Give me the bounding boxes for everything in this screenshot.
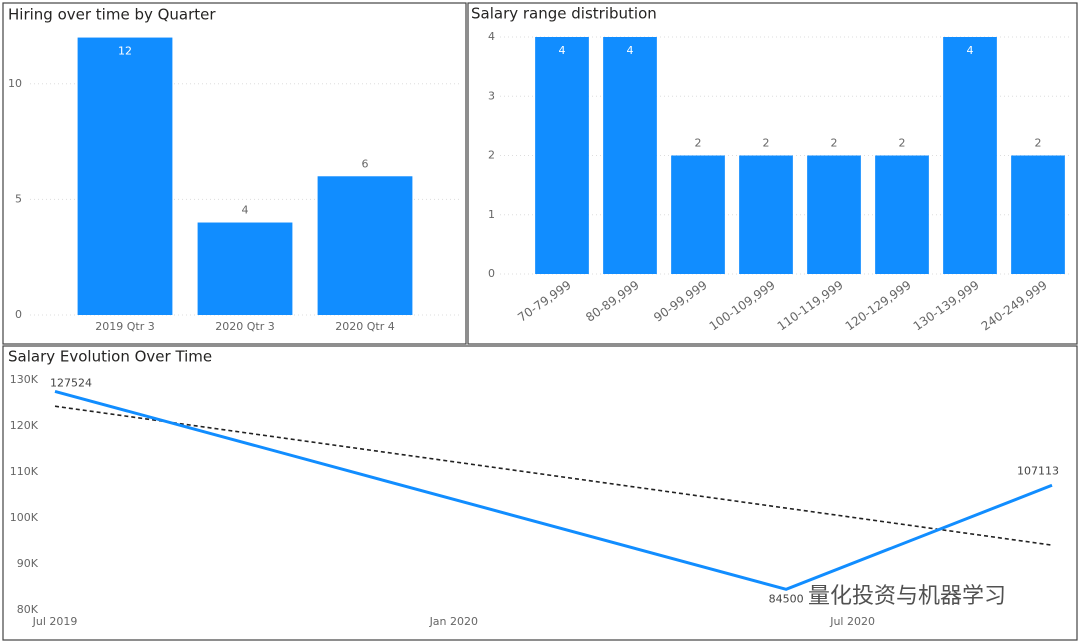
data-label: 2 bbox=[763, 137, 770, 150]
data-label: 2 bbox=[831, 137, 838, 150]
panel bbox=[2, 345, 1078, 641]
bar bbox=[1011, 155, 1065, 274]
x-tick-label: Jul 2020 bbox=[829, 615, 875, 628]
x-tick-label: Jul 2019 bbox=[32, 615, 78, 628]
y-tick-label: 120K bbox=[10, 419, 39, 432]
x-tick-label: 2020 Qtr 3 bbox=[215, 320, 274, 333]
y-tick-label: 0 bbox=[488, 267, 495, 280]
bar bbox=[739, 155, 793, 274]
data-label: 2 bbox=[695, 137, 702, 150]
y-tick-label: 1 bbox=[488, 208, 495, 221]
bar bbox=[317, 176, 413, 315]
bar bbox=[943, 37, 997, 274]
chart-title: Salary Evolution Over Time bbox=[8, 348, 212, 366]
data-label: 2 bbox=[899, 137, 906, 150]
chart-title: Salary range distribution bbox=[471, 5, 657, 23]
bar bbox=[603, 37, 657, 274]
data-label: 12 bbox=[118, 45, 132, 58]
y-tick-label: 110K bbox=[10, 465, 39, 478]
chart-title: Hiring over time by Quarter bbox=[8, 6, 216, 24]
bar bbox=[197, 222, 293, 315]
bar bbox=[875, 155, 929, 274]
series-line bbox=[54, 389, 1053, 591]
chart: Salary Evolution Over Time 80K 90K 100K 110K… bbox=[8, 348, 1059, 629]
y-tick-label: 80K bbox=[17, 603, 39, 616]
data-label: 4 bbox=[559, 44, 566, 57]
data-label: 4 bbox=[242, 204, 249, 217]
y-tick-label: 3 bbox=[488, 89, 495, 102]
bar bbox=[807, 155, 861, 274]
data-label: 6 bbox=[362, 157, 369, 170]
data-label: 84500 bbox=[769, 592, 804, 605]
y-tick-label: 5 bbox=[15, 192, 22, 205]
bar bbox=[671, 155, 725, 274]
y-tick-label: 2 bbox=[488, 149, 495, 162]
x-tick-label: 2019 Qtr 3 bbox=[95, 320, 154, 333]
bar bbox=[535, 37, 589, 274]
watermark: 量化投资与机器学习 bbox=[808, 584, 1006, 609]
y-tick-label: 4 bbox=[488, 30, 495, 43]
data-label: 4 bbox=[967, 44, 974, 57]
y-tick-label: 0 bbox=[15, 308, 22, 321]
y-tick-label: 90K bbox=[17, 557, 39, 570]
data-label: 4 bbox=[627, 44, 634, 57]
bar bbox=[77, 37, 173, 316]
x-tick-label: Jan 2020 bbox=[429, 615, 478, 628]
data-label: 2 bbox=[1035, 137, 1042, 150]
data-label: 127524 bbox=[50, 376, 92, 389]
data-label: 107113 bbox=[1017, 464, 1059, 477]
y-tick-label: 100K bbox=[10, 511, 39, 524]
x-tick-label: 2020 Qtr 4 bbox=[335, 320, 394, 333]
y-tick-label: 10 bbox=[8, 77, 22, 90]
y-tick-label: 130K bbox=[10, 373, 39, 386]
